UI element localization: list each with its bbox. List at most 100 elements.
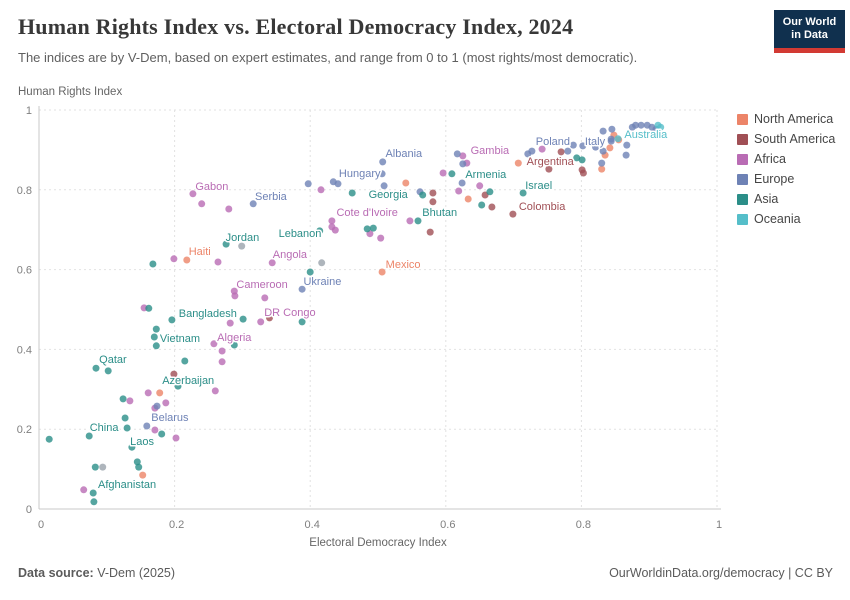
data-point-north-america[interactable] bbox=[156, 389, 164, 397]
data-point-europe[interactable] bbox=[622, 151, 630, 159]
data-point-asia[interactable] bbox=[89, 489, 97, 497]
data-point-europe[interactable] bbox=[379, 158, 387, 166]
data-point-south-america[interactable] bbox=[557, 148, 565, 156]
data-point-asia[interactable] bbox=[168, 316, 176, 324]
data-point-europe[interactable] bbox=[453, 150, 461, 158]
country-label[interactable]: Mexico bbox=[384, 258, 422, 273]
data-point-asia[interactable] bbox=[419, 191, 427, 199]
country-label[interactable]: Italy bbox=[583, 135, 607, 150]
data-point-europe[interactable] bbox=[599, 147, 607, 155]
data-point-africa[interactable] bbox=[538, 145, 546, 153]
data-point-asia[interactable] bbox=[158, 430, 166, 438]
country-label[interactable]: Belarus bbox=[150, 410, 191, 425]
data-point-north-america[interactable] bbox=[378, 268, 386, 276]
data-point-africa[interactable] bbox=[476, 182, 484, 190]
country-label[interactable]: Argentina bbox=[525, 155, 576, 170]
country-label[interactable]: Bhutan bbox=[421, 206, 459, 221]
data-point-europe[interactable] bbox=[143, 422, 151, 430]
data-point-asia[interactable] bbox=[578, 156, 586, 164]
data-point-africa[interactable] bbox=[406, 217, 414, 225]
data-point-asia[interactable] bbox=[478, 201, 486, 209]
owid-logo[interactable]: Our World in Data bbox=[774, 10, 845, 53]
data-point-africa[interactable] bbox=[80, 486, 88, 494]
data-point-europe[interactable] bbox=[334, 180, 342, 188]
data-point-asia[interactable] bbox=[119, 395, 127, 403]
data-point-north-america[interactable] bbox=[598, 165, 606, 173]
country-label[interactable]: Azerbaijan bbox=[161, 374, 216, 389]
data-point-south-america[interactable] bbox=[545, 165, 553, 173]
country-label[interactable]: Australia bbox=[623, 127, 670, 142]
data-point-africa[interactable] bbox=[198, 200, 206, 208]
data-point-europe[interactable] bbox=[592, 143, 600, 151]
data-point-other[interactable] bbox=[318, 259, 326, 267]
data-point-asia[interactable] bbox=[448, 170, 456, 178]
data-point-asia[interactable] bbox=[149, 260, 157, 268]
data-point-north-america[interactable] bbox=[606, 144, 614, 152]
country-label[interactable]: Haiti bbox=[187, 244, 212, 259]
data-point-africa[interactable] bbox=[268, 259, 276, 267]
data-point-asia[interactable] bbox=[45, 435, 53, 443]
data-point-europe[interactable] bbox=[598, 159, 606, 167]
data-point-africa[interactable] bbox=[189, 190, 197, 198]
data-point-asia[interactable] bbox=[128, 443, 136, 451]
data-point-europe[interactable] bbox=[623, 141, 631, 149]
data-point-oceania[interactable] bbox=[614, 135, 622, 143]
country-label[interactable]: Afghanistan bbox=[97, 477, 158, 492]
data-point-africa[interactable] bbox=[225, 205, 233, 213]
data-point-africa[interactable] bbox=[210, 340, 218, 348]
data-point-south-america[interactable] bbox=[488, 203, 496, 211]
legend-item-oceania[interactable]: Oceania bbox=[737, 212, 835, 226]
country-label[interactable]: Bangladesh bbox=[177, 307, 238, 322]
data-point-africa[interactable] bbox=[151, 426, 159, 434]
data-point-europe[interactable] bbox=[304, 180, 312, 188]
country-label[interactable]: Laos bbox=[129, 435, 156, 450]
country-label[interactable]: Angola bbox=[271, 248, 309, 263]
data-point-africa[interactable] bbox=[459, 152, 467, 160]
data-point-asia[interactable] bbox=[152, 325, 160, 333]
data-point-asia[interactable] bbox=[121, 414, 129, 422]
data-point-europe[interactable] bbox=[459, 160, 467, 168]
country-label[interactable]: Israel bbox=[524, 179, 554, 194]
data-point-africa[interactable] bbox=[226, 319, 234, 327]
data-point-europe[interactable] bbox=[249, 200, 257, 208]
data-point-north-america[interactable] bbox=[514, 159, 522, 167]
country-label[interactable]: Hungary bbox=[337, 167, 382, 182]
country-label[interactable]: Algeria bbox=[216, 331, 254, 346]
legend-item-asia[interactable]: Asia bbox=[737, 192, 835, 206]
data-point-africa[interactable] bbox=[231, 292, 239, 300]
data-point-asia[interactable] bbox=[174, 382, 182, 390]
data-point-north-america[interactable] bbox=[402, 179, 410, 187]
data-point-africa[interactable] bbox=[317, 186, 325, 194]
data-point-asia[interactable] bbox=[90, 498, 98, 506]
country-label[interactable]: Vietnam bbox=[158, 331, 201, 346]
data-point-africa[interactable] bbox=[218, 347, 226, 355]
legend-item-south-america[interactable]: South America bbox=[737, 132, 835, 146]
country-label[interactable]: Colombia bbox=[517, 200, 567, 215]
data-point-asia[interactable] bbox=[92, 364, 100, 372]
data-point-africa[interactable] bbox=[218, 358, 226, 366]
data-point-other[interactable] bbox=[238, 242, 246, 250]
data-point-africa[interactable] bbox=[211, 387, 219, 395]
data-point-north-america[interactable] bbox=[183, 256, 191, 264]
data-point-asia[interactable] bbox=[104, 367, 112, 375]
data-point-asia[interactable] bbox=[369, 224, 377, 232]
country-label[interactable]: Georgia bbox=[367, 187, 410, 202]
data-point-europe[interactable] bbox=[528, 147, 536, 155]
country-label[interactable]: Gabon bbox=[194, 179, 230, 194]
data-point-africa[interactable] bbox=[439, 169, 447, 177]
data-point-africa[interactable] bbox=[377, 234, 385, 242]
country-label[interactable]: Cameroon bbox=[235, 278, 289, 293]
country-label[interactable]: Lebanon bbox=[277, 226, 323, 241]
data-point-europe[interactable] bbox=[380, 182, 388, 190]
data-point-africa[interactable] bbox=[328, 217, 336, 225]
data-point-asia[interactable] bbox=[230, 341, 238, 349]
data-point-africa[interactable] bbox=[172, 434, 180, 442]
data-point-south-america[interactable] bbox=[579, 169, 587, 177]
data-point-africa[interactable] bbox=[455, 187, 463, 195]
data-point-asia[interactable] bbox=[85, 432, 93, 440]
data-point-other[interactable] bbox=[99, 463, 107, 471]
data-point-europe[interactable] bbox=[608, 125, 616, 133]
data-point-asia[interactable] bbox=[414, 217, 422, 225]
data-point-africa[interactable] bbox=[257, 318, 265, 326]
country-label[interactable]: DR Congo bbox=[263, 305, 317, 320]
